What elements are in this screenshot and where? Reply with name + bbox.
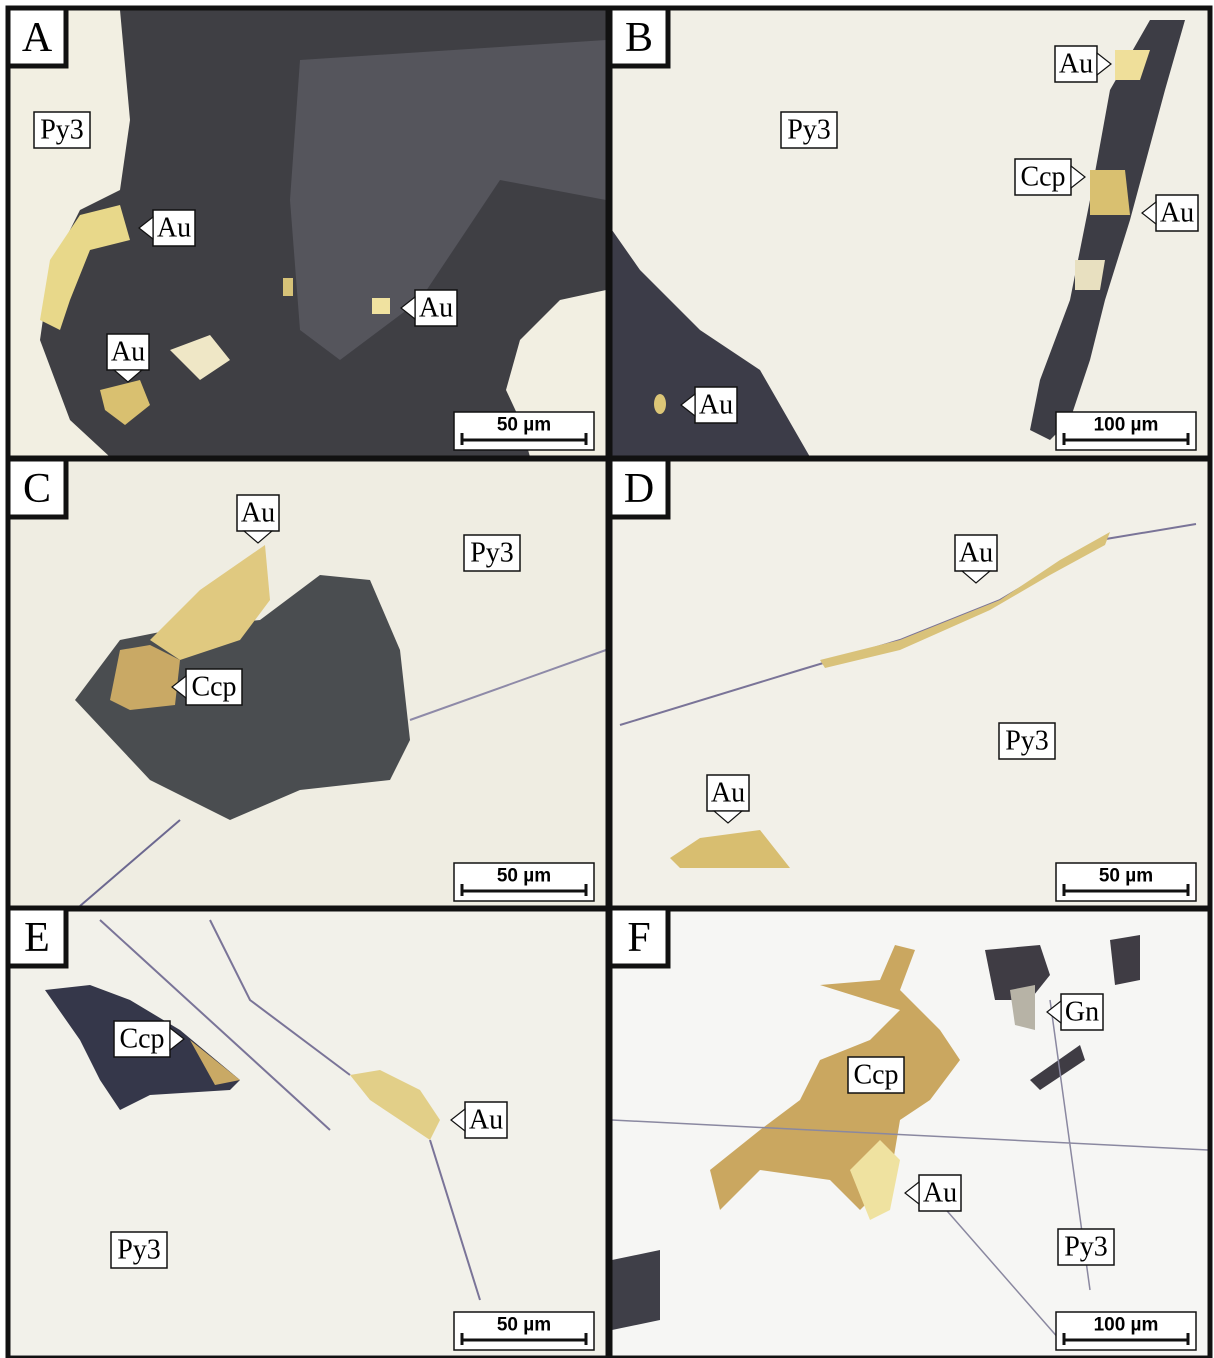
- scale-bar-label: 100 µm: [1094, 415, 1159, 436]
- scale-bar-label: 50 µm: [497, 415, 551, 436]
- mineral-label: Au: [711, 778, 745, 809]
- mineral-label: Ccp: [191, 672, 236, 703]
- scale-bar-label: 100 µm: [1094, 1315, 1159, 1336]
- mineral-label: Ccp: [1020, 162, 1065, 193]
- mineral-label: Au: [959, 538, 993, 569]
- micrograph-f: [612, 910, 1208, 1355]
- mineral-label: Py3: [1005, 726, 1049, 757]
- panel-letter: B: [625, 15, 653, 61]
- micrograph-d: [612, 461, 1208, 906]
- mineral-label: Au: [111, 337, 145, 368]
- mineral-label: Au: [923, 1178, 957, 1209]
- panel-letter: D: [624, 466, 654, 512]
- panel-letter: C: [23, 466, 51, 512]
- mineral-label: Ccp: [119, 1024, 164, 1055]
- panel-letter: E: [24, 915, 50, 961]
- mineral-label: Au: [1160, 198, 1194, 229]
- micrograph-a: [10, 10, 606, 457]
- panel-letter: F: [627, 915, 650, 961]
- scale-bar-label: 50 µm: [497, 866, 551, 887]
- mineral-label: Au: [469, 1105, 503, 1136]
- scale-bar-label: 50 µm: [1099, 866, 1153, 887]
- panel-letter: A: [22, 15, 53, 61]
- mineral-label: Py3: [117, 1235, 161, 1266]
- mineral-label: Py3: [1064, 1232, 1108, 1263]
- mineral-label: Py3: [470, 538, 514, 569]
- mineral-label: Au: [157, 213, 191, 244]
- micrograph-e: [10, 910, 606, 1355]
- mineral-label: Au: [241, 498, 275, 529]
- scale-bar-label: 50 µm: [497, 1315, 551, 1336]
- mineral-label: Py3: [40, 115, 84, 146]
- mineral-label: Ccp: [853, 1060, 898, 1091]
- mineral-label: Au: [419, 293, 453, 324]
- mineral-label: Gn: [1065, 997, 1099, 1028]
- mineral-label: Au: [699, 390, 733, 421]
- figure: A Py3 Au Au Au 50 µm B Py3 Au Ccp Au Au 100 µm C Au Py3…: [0, 0, 1214, 1358]
- micrograph-c: [10, 461, 606, 906]
- mineral-label: Py3: [787, 115, 831, 146]
- mineral-label: Au: [1059, 49, 1093, 80]
